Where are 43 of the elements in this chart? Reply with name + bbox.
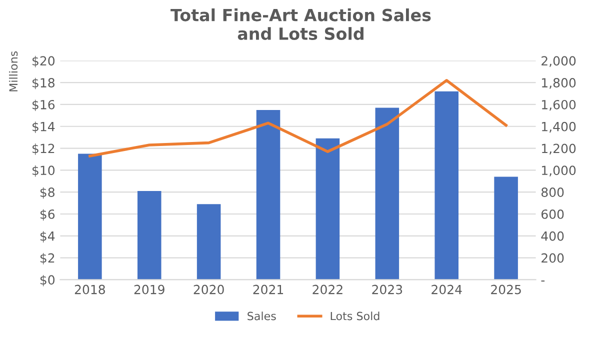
y2-tick-label: 2,000 xyxy=(542,56,576,67)
chart-title: Total Fine-Art Auction Sales and Lots Sold xyxy=(170,8,431,40)
x-tick-label: 2020 xyxy=(194,284,224,294)
y2-tick-label: 1,400 xyxy=(542,122,576,133)
y2-tick-label: 600 xyxy=(542,209,564,219)
y2-tick-label: 200 xyxy=(542,253,564,263)
y-tick-label: $8 xyxy=(40,187,54,199)
bar xyxy=(434,91,458,280)
y-tick-label: $18 xyxy=(32,78,54,90)
y-tick-label: $2 xyxy=(40,253,54,264)
y-tick-label: $12 xyxy=(32,144,54,155)
x-tick-label: 2025 xyxy=(491,284,521,294)
x-tick-label: 2018 xyxy=(74,284,105,294)
bar xyxy=(78,154,102,280)
bar xyxy=(137,190,162,280)
y2-tick-label: 1,800 xyxy=(542,78,576,89)
y2-tick-label: 400 xyxy=(541,231,564,241)
y-tick-label: $10 xyxy=(32,165,55,177)
y2-tick-label: 800 xyxy=(541,188,564,198)
x-tick-label: 2022 xyxy=(312,284,342,294)
y2-tick-label: - xyxy=(541,280,545,282)
y-tick-label: $16 xyxy=(32,100,55,112)
y2-tick-label: 1,200 xyxy=(542,144,576,154)
bar xyxy=(375,108,400,280)
y-tick-label: $14 xyxy=(32,122,55,133)
x-tick-label: 2024 xyxy=(432,284,462,294)
y-tick-label: $20 xyxy=(32,56,55,68)
bar xyxy=(316,138,340,280)
y-tick-label: $6 xyxy=(40,209,55,221)
y-tick-label: $0 xyxy=(40,274,55,286)
legend-label: Lots Sold xyxy=(330,312,380,320)
x-tick-label: 2019 xyxy=(134,284,164,294)
legend-label: Sales xyxy=(248,312,276,320)
bar xyxy=(256,110,280,280)
y2-tick-label: 1,600 xyxy=(542,100,576,111)
bar xyxy=(494,176,518,280)
y-tick-label: $4 xyxy=(40,231,55,242)
x-tick-label: 2023 xyxy=(372,284,402,294)
bar xyxy=(196,204,221,280)
line-series xyxy=(88,78,508,158)
y2-tick-label: 1,000 xyxy=(542,166,576,176)
x-tick-label: 2021 xyxy=(253,284,284,294)
y-axis-title: Millions xyxy=(9,51,18,92)
